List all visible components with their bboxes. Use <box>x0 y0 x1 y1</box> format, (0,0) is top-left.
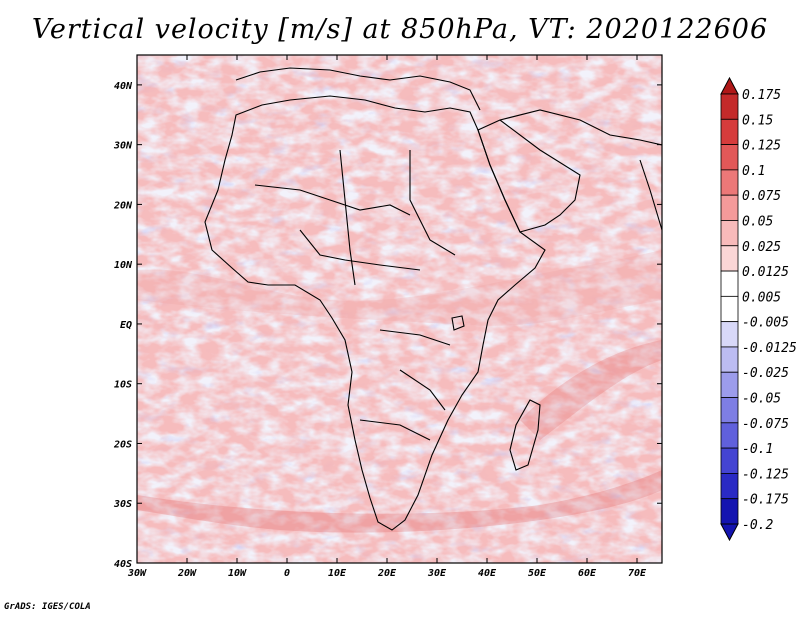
india-coast <box>639 159 662 231</box>
lat-axis: 40N 30N 20N 10N EQ 10S 20S 30S 40S <box>113 81 662 570</box>
colorbar-label: 0.125 <box>742 139 781 154</box>
colorbar-swatch <box>720 397 739 424</box>
lat-tick-label: 40S <box>114 559 132 570</box>
colorbar-swatch <box>720 321 739 348</box>
colorbar-swatch <box>720 447 739 474</box>
arabian-peninsula <box>477 119 581 233</box>
map-title: Vertical velocity [m/s] at 850hPa, VT: 2… <box>31 14 769 45</box>
lon-axis: 30W 20W 10W 0 10E 20E 30E 40E 50E 60E 70E <box>127 55 647 579</box>
lat-tick-label: 10N <box>114 260 133 271</box>
colorbar-label: 0.15 <box>742 113 773 128</box>
lat-tick-label: 10S <box>114 380 132 391</box>
colorbar-label: -0.0125 <box>742 341 797 356</box>
velocity-field <box>137 55 662 563</box>
colorbar-swatch <box>720 422 739 449</box>
colorbar-label: 0.05 <box>742 214 773 229</box>
lat-tick-label: EQ <box>120 320 132 331</box>
lon-tick-label: 60E <box>578 568 597 579</box>
lake-victoria <box>451 315 465 331</box>
footer-credit: GrADS: IGES/COLA <box>4 602 91 612</box>
colorbar-swatch <box>720 144 739 171</box>
colorbar-label: -0.05 <box>742 392 781 407</box>
colorbar-label: -0.025 <box>742 366 789 381</box>
lat-tick-label: 40N <box>114 81 133 92</box>
colorbar-label: -0.1 <box>742 442 773 457</box>
borders-6 <box>399 369 446 411</box>
lon-tick-label: 30E <box>427 568 447 579</box>
colorbar-swatch <box>720 220 739 247</box>
lon-tick-label: 20E <box>377 568 397 579</box>
lon-tick-label: 50E <box>528 568 547 579</box>
colorbar-label: 0.075 <box>742 189 781 204</box>
colorbar-label: 0.1 <box>742 164 765 179</box>
lon-tick-label: 10E <box>328 568 347 579</box>
colorbar-label: 0.005 <box>742 290 781 305</box>
borders-5 <box>379 329 451 346</box>
colorbar-swatch <box>720 270 739 297</box>
lon-tick-label: 0 <box>284 568 290 579</box>
colorbar-label: -0.2 <box>742 518 773 533</box>
coastlines <box>204 67 662 531</box>
lat-tick-label: 20S <box>113 439 132 450</box>
borders-2 <box>339 149 356 286</box>
colorbar-swatch <box>720 295 739 323</box>
colorbar: 0.175 0.15 0.125 0.1 0.075 0.05 0.025 0.0125 0.0… <box>720 76 797 542</box>
lon-tick-label: 40E <box>478 568 497 579</box>
colorbar-label: -0.005 <box>742 316 789 331</box>
lat-tick-label: 30N <box>113 141 133 152</box>
colorbar-swatch <box>720 118 739 145</box>
colorbar-swatch <box>720 371 739 398</box>
lon-tick-label: 20W <box>177 568 197 579</box>
colorbar-label: -0.175 <box>742 493 789 508</box>
madagascar <box>509 399 541 471</box>
colorbar-swatch <box>720 169 739 196</box>
colorbar-top-arrow <box>720 76 739 95</box>
colorbar-swatch <box>720 93 739 120</box>
colorbar-label: 0.175 <box>742 88 781 103</box>
mediterranean-coast <box>235 67 481 111</box>
lat-tick-label: 30S <box>113 499 132 510</box>
colorbar-label: 0.025 <box>742 240 781 255</box>
colorbar-swatch <box>720 346 739 373</box>
borders-3 <box>409 150 456 256</box>
colorbar-swatch <box>720 245 739 272</box>
lon-tick-label: 70E <box>628 568 647 579</box>
lon-tick-label: 30W <box>127 568 147 579</box>
asia-coast <box>499 109 662 146</box>
colorbar-swatch <box>720 194 739 221</box>
borders-4 <box>299 229 421 271</box>
colorbar-label: -0.125 <box>742 467 789 482</box>
borders-7 <box>359 419 431 441</box>
colorbar-swatch <box>720 473 739 500</box>
colorbar-label: -0.075 <box>742 417 789 432</box>
plot-frame <box>136 54 663 564</box>
colorbar-swatch <box>720 498 739 525</box>
lat-tick-label: 20N <box>113 200 133 211</box>
colorbar-label: 0.0125 <box>742 265 789 280</box>
africa-coastline <box>204 95 546 531</box>
lon-tick-label: 10W <box>228 568 247 579</box>
colorbar-bottom-arrow <box>720 523 739 542</box>
